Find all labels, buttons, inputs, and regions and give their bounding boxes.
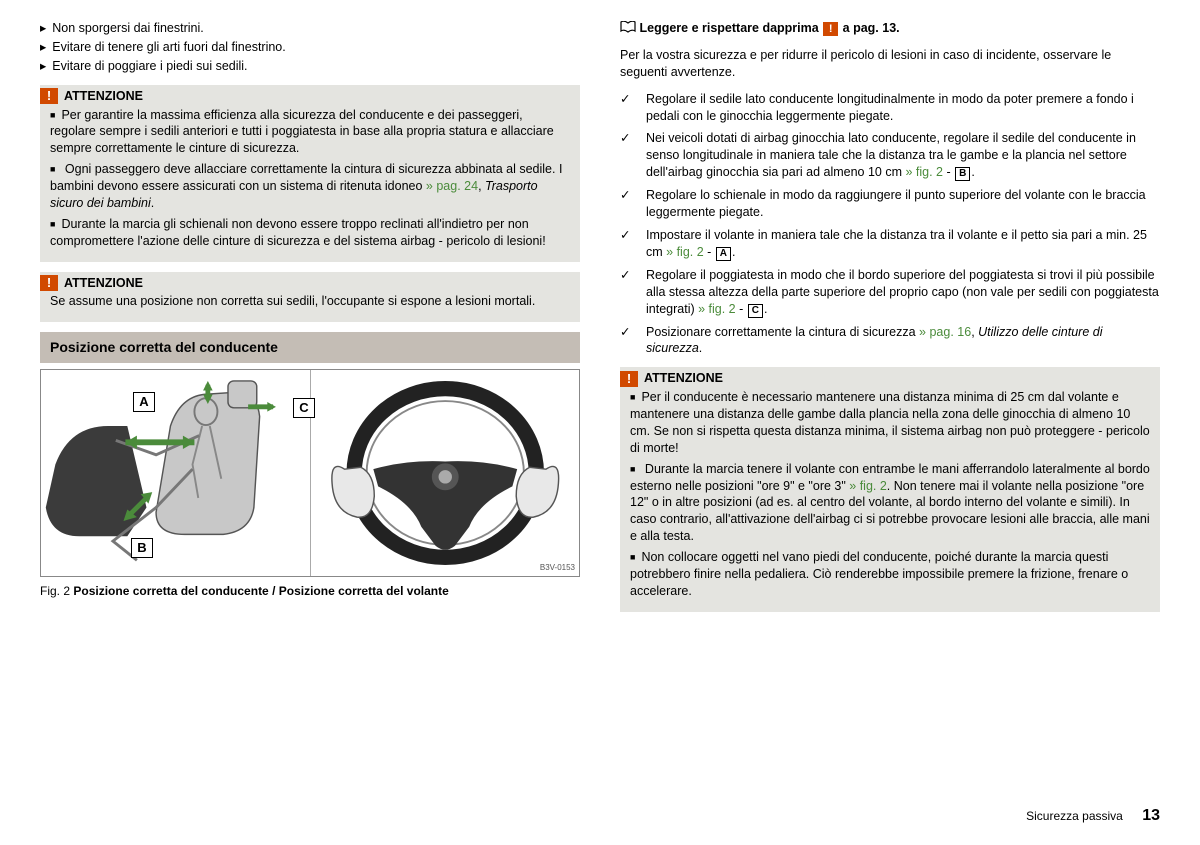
page-footer: Sicurezza passiva 13 (1026, 805, 1160, 827)
warning-header: ! ATTENZIONE (40, 85, 580, 107)
warning-icon: ! (40, 275, 58, 291)
page-columns: Non sporgersi dai finestrini. Evitare di… (40, 20, 1160, 622)
check-icon: ✓ (620, 324, 632, 358)
warning-item: Per il conducente è necessario mantenere… (630, 389, 1150, 457)
check-icon: ✓ (620, 91, 632, 125)
warning-header: ! ATTENZIONE (620, 367, 1160, 389)
check-item: ✓ Posizionare correttamente la cintura d… (620, 324, 1160, 358)
warning-item: Non collocare oggetti nel vano piedi del… (630, 549, 1150, 600)
warning-item: Durante la marcia tenere il volante con … (630, 461, 1150, 545)
footer-section: Sicurezza passiva (1026, 809, 1123, 823)
check-item: ✓ Impostare il volante in maniera tale c… (620, 227, 1160, 261)
figure-wheel-panel (311, 370, 580, 576)
seat-illustration (41, 370, 310, 576)
figure-code: B3V-0153 (540, 563, 575, 574)
read-first-line: Leggere e rispettare dapprima ! a pag. 1… (620, 20, 1160, 37)
warning-title: ATTENZIONE (64, 275, 143, 292)
right-column: Leggere e rispettare dapprima ! a pag. 1… (620, 20, 1160, 622)
warning-box-1: ! ATTENZIONE Per garantire la massima ef… (40, 85, 580, 262)
warning-item: Per garantire la massima efficienza alla… (50, 107, 570, 158)
check-icon: ✓ (620, 227, 632, 261)
steering-wheel-illustration (311, 370, 580, 576)
label-box: C (748, 304, 763, 318)
check-item: ✓ Regolare il poggiatesta in modo che il… (620, 267, 1160, 318)
left-column: Non sporgersi dai finestrini. Evitare di… (40, 20, 580, 622)
checklist: ✓ Regolare il sedile lato conducente lon… (620, 91, 1160, 358)
book-icon (620, 21, 636, 33)
check-icon: ✓ (620, 187, 632, 221)
bullet: Non sporgersi dai finestrini. (40, 20, 580, 37)
bullet: Evitare di poggiare i piedi sui sedili. (40, 58, 580, 75)
figure-label-b: B (131, 538, 153, 558)
intro-bullets: Non sporgersi dai finestrini. Evitare di… (40, 20, 580, 75)
warning-text: Se assume una posizione non corretta sui… (50, 293, 570, 310)
fig-ref: » fig. 2 (666, 245, 704, 259)
check-item: ✓ Nei veicoli dotati di airbag ginocchia… (620, 130, 1160, 181)
check-icon: ✓ (620, 130, 632, 181)
check-item: ✓ Regolare lo schienale in modo da raggi… (620, 187, 1160, 221)
page-ref: » pag. 24 (426, 179, 478, 193)
section-heading: Posizione corretta del conducente (40, 332, 580, 363)
figure-caption: Fig. 2 Posizione corretta del conducente… (40, 583, 580, 599)
figure-seat-panel: A B C (41, 370, 311, 576)
warning-body: Se assume una posizione non corretta sui… (40, 293, 580, 322)
warning-body: Per il conducente è necessario mantenere… (620, 389, 1160, 612)
label-box: A (716, 247, 731, 261)
intro-paragraph: Per la vostra sicurezza e per ridurre il… (620, 47, 1160, 81)
fig-ref: » fig. 2 (849, 479, 887, 493)
warning-box-right: ! ATTENZIONE Per il conducente è necessa… (620, 367, 1160, 611)
warning-body: Per garantire la massima efficienza alla… (40, 107, 580, 262)
page-ref: » pag. 16 (919, 325, 971, 339)
figure-box: A B C B3V-0153 (40, 369, 580, 577)
warning-item: Ogni passeggero deve allacciare corretta… (50, 161, 570, 212)
warning-title: ATTENZIONE (64, 88, 143, 105)
warning-title: ATTENZIONE (644, 370, 723, 387)
check-item: ✓ Regolare il sedile lato conducente lon… (620, 91, 1160, 125)
warning-item: Durante la marcia gli schienali non devo… (50, 216, 570, 250)
bullet: Evitare di tenere gli arti fuori dal fin… (40, 39, 580, 56)
warning-header: ! ATTENZIONE (40, 272, 580, 294)
check-icon: ✓ (620, 267, 632, 318)
warning-ref-icon: ! (823, 22, 838, 36)
figure-label-a: A (133, 392, 155, 412)
warning-icon: ! (40, 88, 58, 104)
warning-icon: ! (620, 371, 638, 387)
warning-box-2: ! ATTENZIONE Se assume una posizione non… (40, 272, 580, 323)
label-box: B (955, 167, 970, 181)
page-number: 13 (1142, 807, 1160, 824)
fig-ref: » fig. 2 (905, 165, 943, 179)
fig-ref: » fig. 2 (698, 302, 736, 316)
